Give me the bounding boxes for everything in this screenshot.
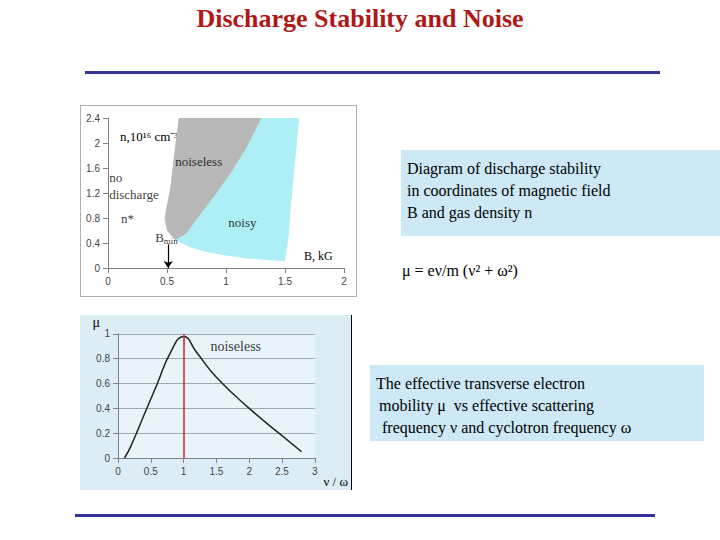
svg-text:0: 0 (104, 453, 110, 464)
svg-text:2.4: 2.4 (86, 113, 100, 124)
html-text:frequency ν and cyclotron freq: frequency ν and cyclotron frequency ω (382, 419, 632, 436)
svg-text:0.4: 0.4 (86, 238, 100, 249)
svg-text:0.5: 0.5 (144, 466, 158, 477)
svg-text:1.5: 1.5 (209, 466, 223, 477)
svg-text:1: 1 (104, 328, 110, 339)
svg-text:μ: μ (92, 315, 100, 330)
svg-text:0.8: 0.8 (96, 353, 110, 364)
svg-text:0.6: 0.6 (96, 378, 110, 389)
svg-text:2: 2 (94, 138, 100, 149)
svg-text:0: 0 (105, 276, 111, 287)
svg-text:no: no (109, 170, 125, 185)
svg-text:n,10¹⁶ cm⁻³: n,10¹⁶ cm⁻³ (120, 129, 178, 144)
svg-text:2: 2 (246, 466, 252, 477)
svg-text:ν / ω: ν / ω (323, 474, 348, 489)
html-text:Diagram of discharge stability: Diagram of discharge stability (407, 160, 601, 177)
svg-text:0.5: 0.5 (160, 276, 174, 287)
svg-text:3: 3 (312, 466, 318, 477)
svg-text:2.5: 2.5 (275, 466, 289, 477)
html-text:μ = eν/m (ν² + ω²): μ = eν/m (ν² + ω²) (402, 262, 518, 279)
html-text:B and gas density n: B and gas density n (407, 204, 533, 221)
svg-text:min: min (164, 236, 179, 246)
svg-text:noiseless: noiseless (175, 154, 222, 169)
svg-text:0: 0 (115, 466, 121, 477)
svg-text:noiseless: noiseless (210, 339, 261, 354)
svg-text:n*: n* (121, 211, 134, 226)
svg-text:discharge: discharge (109, 187, 159, 202)
svg-text:2: 2 (341, 276, 347, 287)
svg-text:0: 0 (94, 263, 100, 274)
html-text:mobility μ vs effective scatte: mobility μ vs effective scattering (379, 397, 594, 414)
svg-text:0.8: 0.8 (86, 213, 100, 224)
svg-text:0.4: 0.4 (96, 403, 110, 414)
svg-text:1.2: 1.2 (86, 188, 100, 199)
svg-text:1: 1 (223, 276, 229, 287)
svg-text:1.6: 1.6 (86, 163, 100, 174)
html-text:Discharge Stability and Noise: Discharge Stability and Noise (196, 4, 524, 33)
svg-text:1: 1 (181, 466, 187, 477)
svg-text:B: B (155, 230, 164, 245)
html-text:in coordinates of magnetic fie: in coordinates of magnetic field (407, 182, 611, 199)
svg-text:B, kG: B, kG (304, 249, 333, 263)
svg-text:noisy: noisy (228, 215, 257, 230)
svg-text:1.5: 1.5 (278, 276, 292, 287)
html-text:The effective transverse elect: The effective transverse electron (376, 375, 585, 392)
svg-text:0.2: 0.2 (96, 428, 110, 439)
